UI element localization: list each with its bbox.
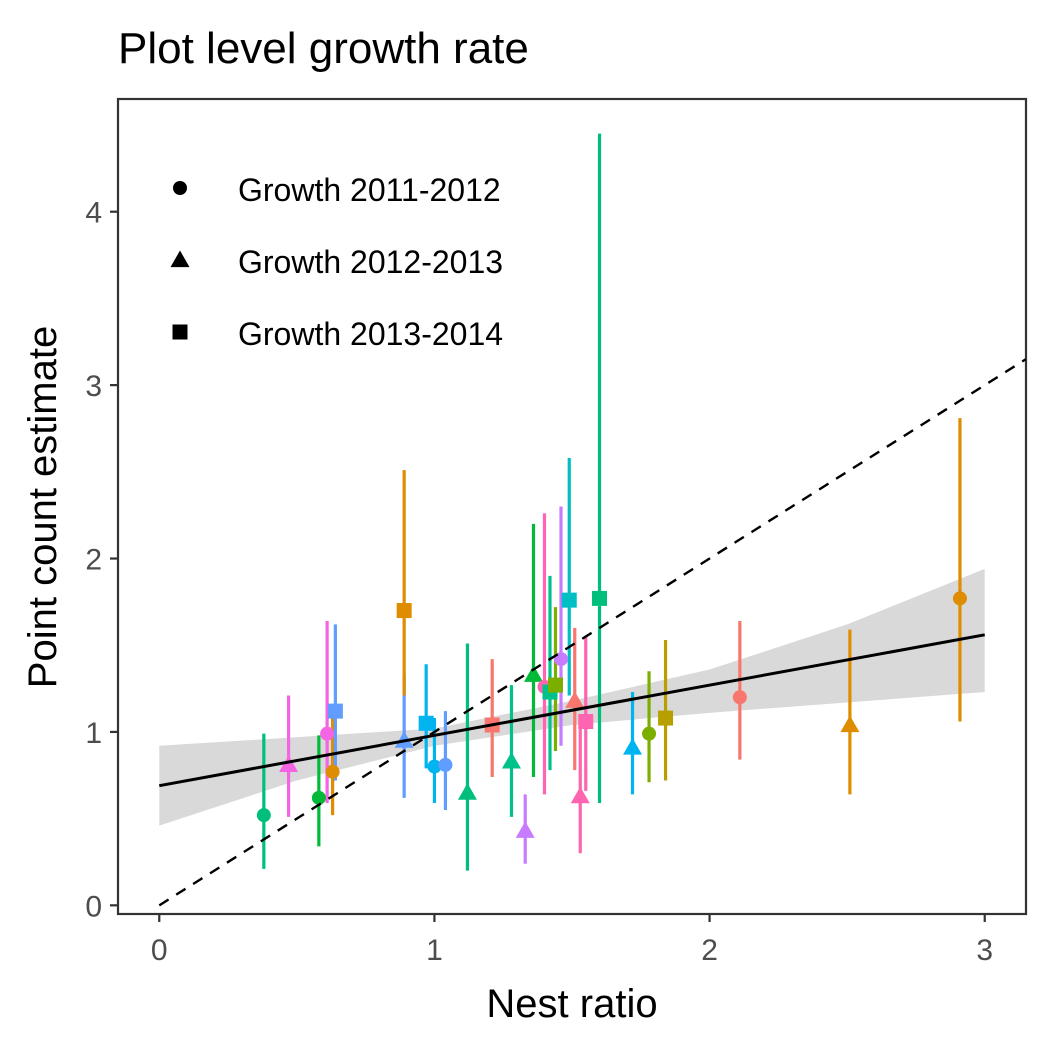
data-point xyxy=(732,690,747,705)
legend-key xyxy=(173,181,187,195)
legend-label: Growth 2013-2014 xyxy=(238,316,503,352)
legend-label: Growth 2011-2012 xyxy=(238,172,501,208)
data-point xyxy=(840,715,860,733)
data-point xyxy=(565,691,585,708)
x-tick-label: 2 xyxy=(701,934,718,967)
legend-key xyxy=(172,324,188,340)
y-tick-label: 0 xyxy=(85,890,102,923)
x-axis-title: Nest ratio xyxy=(486,982,657,1026)
x-tick-label: 0 xyxy=(151,934,168,967)
chart-title: Plot level growth rate xyxy=(118,24,529,73)
data-point xyxy=(952,591,967,606)
data-point xyxy=(501,751,521,769)
data-point xyxy=(642,726,657,741)
reference-line xyxy=(158,358,1026,907)
data-point xyxy=(427,759,442,774)
data-point xyxy=(523,665,543,682)
data-point xyxy=(592,590,608,606)
data-point xyxy=(570,786,590,804)
regression-line xyxy=(159,633,985,788)
data-point xyxy=(279,755,299,772)
axes: 0 1 2 3 0 1 2 3 4 xyxy=(85,197,993,967)
data-point xyxy=(327,703,343,719)
data-point xyxy=(418,715,434,731)
data-point xyxy=(325,764,340,779)
x-tick-label: 1 xyxy=(426,934,443,967)
y-tick-label: 4 xyxy=(85,197,102,230)
data-point xyxy=(561,592,577,608)
data-point xyxy=(311,790,326,805)
plot-area xyxy=(158,133,1026,907)
confidence-ribbon xyxy=(159,568,985,826)
data-point xyxy=(396,603,412,619)
data-point xyxy=(457,783,477,800)
x-tick-label: 3 xyxy=(976,934,993,967)
y-tick-label: 3 xyxy=(85,370,102,403)
data-point xyxy=(623,738,643,755)
legend: Growth 2011-2012 Growth 2012-2013 Growth 2… xyxy=(170,172,503,352)
data-point xyxy=(515,821,535,838)
data-point xyxy=(547,677,563,693)
y-tick-label: 2 xyxy=(85,544,102,577)
data-point xyxy=(658,710,674,726)
data-point xyxy=(256,808,271,823)
y-axis-title: Point count estimate xyxy=(21,326,65,688)
y-tick-label: 1 xyxy=(85,717,102,750)
data-point xyxy=(578,714,594,730)
legend-label: Growth 2012-2013 xyxy=(238,244,503,280)
legend-key xyxy=(170,250,190,268)
data-point xyxy=(320,726,335,741)
data-point xyxy=(438,757,453,772)
